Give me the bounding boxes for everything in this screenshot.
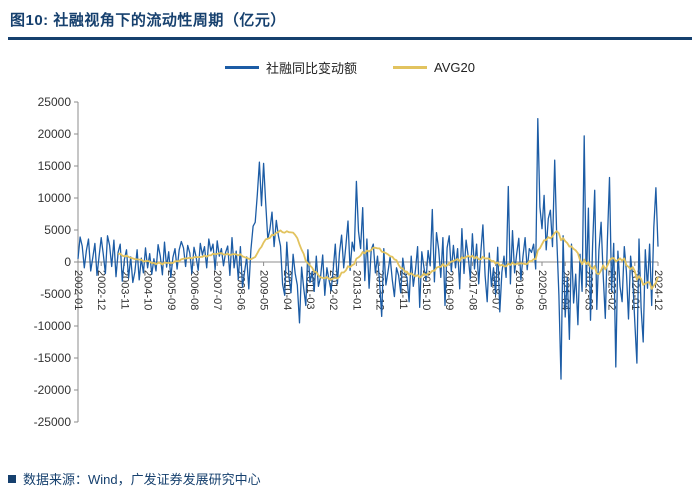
y-tick-label: 20000 (38, 127, 72, 141)
source-bullet-icon (8, 474, 16, 483)
x-tick-label: 2019-06 (513, 270, 525, 310)
y-tick-label: 15000 (38, 159, 72, 173)
x-tick-label: 2002-12 (95, 270, 107, 310)
x-tick-label: 2015-10 (420, 270, 432, 310)
series-line-social-financing (77, 117, 659, 380)
x-tick-label: 2003-11 (118, 270, 130, 310)
x-tick-label: 2006-08 (188, 270, 200, 310)
legend-label-avg20: AVG20 (434, 60, 475, 75)
legend-swatch-blue-line-icon (225, 66, 260, 69)
y-tick-label: -15000 (34, 351, 72, 365)
y-tick-label: 10000 (38, 191, 72, 205)
legend-item-social-financing: 社融同比变动额 (225, 58, 357, 77)
x-tick-label: 2014-11 (397, 270, 409, 310)
series-line-avg20 (117, 229, 659, 290)
x-tick-label: 2004-10 (142, 270, 154, 310)
y-tick-label: 25000 (38, 95, 72, 109)
x-tick-label: 2007-07 (211, 270, 223, 310)
x-tick-label: 2017-08 (466, 270, 478, 310)
y-tick-label: 5000 (44, 223, 71, 237)
legend-item-avg20: AVG20 (393, 60, 475, 75)
figure-title-bar: 图10: 社融视角下的流动性周期（亿元） (8, 0, 692, 40)
source-line: 数据来源：Wind，广发证券发展研究中心 (8, 469, 261, 488)
liquidity-cycle-chart: 25000 20000 15000 10000 5000 0 -5000 -10000 -150… (34, 95, 664, 429)
x-tick-label: 2005-09 (165, 270, 177, 310)
x-tick-label: 2022-03 (582, 270, 594, 310)
legend-swatch-gold-line-icon (393, 66, 428, 69)
x-tick-label: 2002-01 (72, 270, 84, 310)
chart-legend: 社融同比变动额 AVG20 (0, 58, 700, 77)
figure-title: 图10: 社融视角下的流动性周期（亿元） (10, 12, 286, 29)
x-tick-label: 2020-05 (536, 270, 548, 310)
y-tick-label: -10000 (34, 319, 72, 333)
x-tick-label: 2009-05 (258, 270, 270, 310)
source-text: 数据来源：Wind，广发证券发展研究中心 (23, 472, 261, 487)
x-tick-label: 2024-12 (652, 270, 664, 310)
legend-label-social-financing: 社融同比变动额 (266, 61, 358, 76)
y-tick-label: 0 (64, 255, 71, 269)
x-tick-label: 2013-01 (350, 270, 362, 310)
y-tick-label: -5000 (40, 287, 71, 301)
y-tick-label: -20000 (34, 383, 72, 397)
y-tick-label: -25000 (34, 415, 72, 429)
